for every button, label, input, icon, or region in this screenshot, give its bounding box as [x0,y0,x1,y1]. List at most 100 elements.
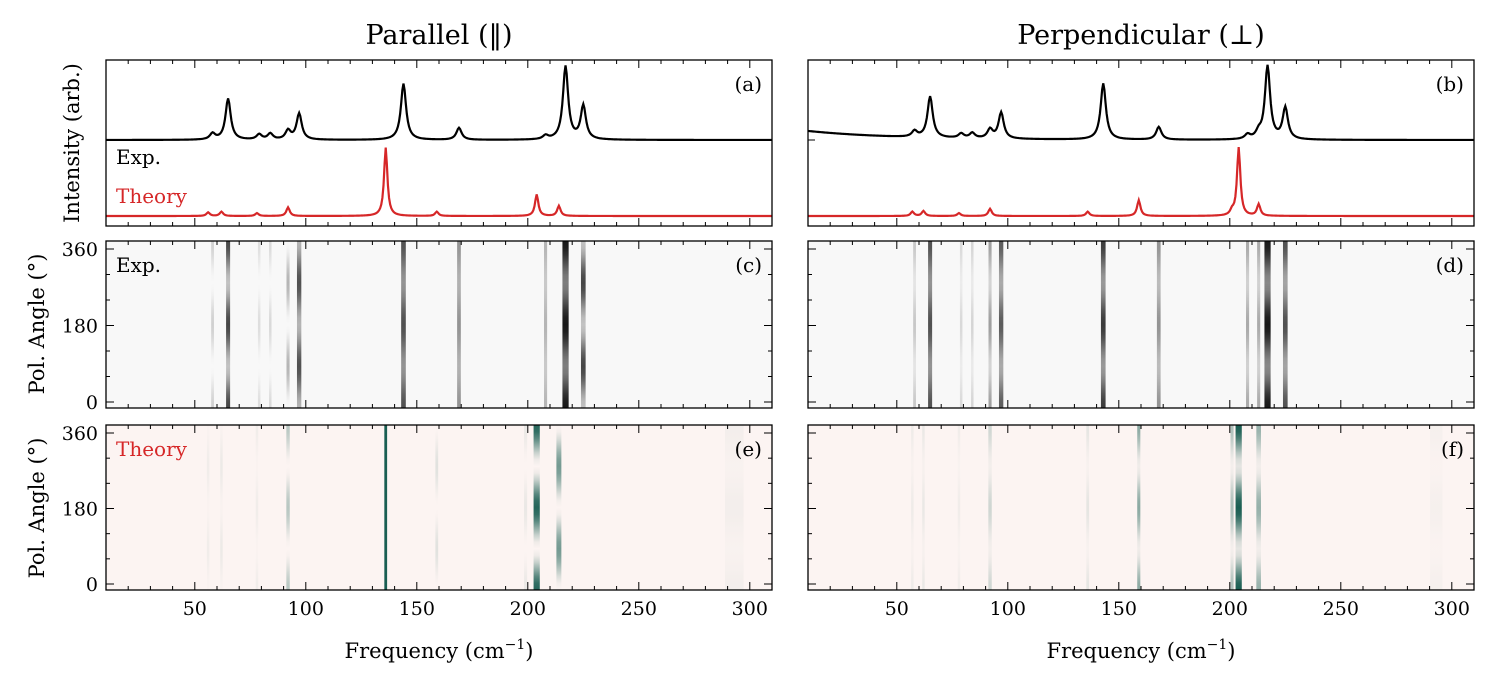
map-background [106,241,772,408]
x-tick-label: 250 [621,598,657,620]
map-mode-line [226,241,231,408]
map-mode-line [1100,241,1106,408]
panel-background [808,60,1474,226]
map-lines [911,425,1443,590]
x-tick-label: 250 [1323,598,1359,620]
y-tick-label: 180 [62,499,98,521]
x-axis-label: Frequency (cm−1) [1047,637,1236,663]
y-tick-label: 0 [86,574,98,596]
map-mode-line [1264,241,1271,408]
map-background [808,425,1474,590]
y-tick-label: 360 [62,239,98,261]
column-title: Perpendicular (⊥) [1017,20,1265,51]
map-mode-line [913,241,916,408]
map-mode-line [1230,425,1234,590]
map-annotation: Exp. [116,253,161,277]
map-mode-line [971,241,974,408]
map-mode-line [296,241,302,408]
map-background [106,425,772,590]
theory-map-y-axis-label: Pol. Angle (°) [25,438,49,579]
panel-label: (a) [734,72,762,96]
x-tick-label: 150 [399,598,435,620]
y-tick-label: 180 [62,316,98,338]
theory-spectrum-line [106,147,772,218]
spectrum-panel-b: (b) [807,59,1475,227]
panel-label: (c) [735,253,762,277]
column-title: Parallel (‖) [365,20,512,51]
map-mode-line [922,425,925,590]
map-mode-line [1086,425,1090,590]
panel-background [106,60,772,226]
x-axis-label-text: Frequency (cm [1047,639,1207,663]
map-mode-line [286,241,290,408]
x-axis-label-superscript: −1 [505,637,526,653]
map-mode-line [556,425,562,590]
panel-label: (e) [735,437,762,461]
map-mode-line [401,241,406,408]
map-mode-line [457,241,461,408]
x-tick-label: 50 [183,598,207,620]
exp-spectrum-line [807,64,1474,142]
map-mode-line [988,425,992,590]
map-lines [913,241,1288,408]
x-tick-label: 100 [990,598,1026,620]
x-axis-label-superscript: −1 [1207,637,1228,653]
x-tick-label: 200 [1212,598,1248,620]
map-mode-line [911,425,914,590]
map-panel-d: (d) [807,240,1475,409]
x-tick-label: 50 [885,598,909,620]
map-mode-line [580,241,586,408]
map-mode-line [1137,425,1141,590]
theory-spectrum-line [808,147,1474,218]
map-panel-c: 0 180 360 (c) Exp. [62,239,773,414]
map-mode-line [286,425,290,590]
map-mode-line [269,241,272,408]
x-tick-label: 100 [288,598,324,620]
map-mode-line [998,241,1004,408]
map-mode-line [435,425,439,590]
map-background [808,241,1474,408]
map-panel-e: 50 100 150 200 250 300 0 180 360 (e) Theory [62,423,773,620]
legend-exp: Exp. [116,145,161,169]
x-axis-label: Frequency (cm−1) [345,637,534,663]
map-mode-line [562,241,569,408]
exp-spectrum-line [106,65,772,142]
map-mode-line [1156,241,1161,408]
map-mode-line [206,425,210,590]
map-mode-line [220,425,223,590]
map-mode-line [524,425,528,590]
map-mode-line [1235,425,1242,590]
map-mode-line [928,241,933,408]
map-mode-line [1246,241,1250,408]
y-tick-label: 360 [62,423,98,445]
x-tick-label: 300 [1434,598,1470,620]
map-mode-line [959,241,963,408]
map-mode-line [211,241,214,408]
map-mode-line [1282,241,1288,408]
map-mode-line [1430,425,1443,590]
map-annotation: Theory [116,437,188,461]
x-axis-label-close: ) [1227,639,1235,663]
map-mode-line [255,425,259,590]
map-mode-line [1256,425,1261,590]
map-mode-line [957,425,961,590]
legend-theory: Theory [116,184,188,208]
x-tick-label: 200 [510,598,546,620]
spectrum-panel-a: (a) Exp. Theory [105,59,773,227]
map-lines [211,241,586,408]
map-mode-line [988,241,992,408]
panel-label: (f) [1441,437,1464,461]
x-tick-label: 150 [1101,598,1137,620]
x-tick-label: 300 [732,598,768,620]
map-panel-f: 50 100 150 200 250 300 (f) [807,424,1475,620]
exp-map-y-axis-label: Pol. Angle (°) [25,254,49,395]
panel-label: (d) [1436,253,1464,277]
map-lines [206,425,744,590]
map-mode-line [533,425,540,590]
map-mode-line [384,425,388,590]
panel-label: (b) [1436,72,1464,96]
map-mode-line [257,241,261,408]
y-tick-label: 0 [86,392,98,414]
map-mode-line [544,241,548,408]
